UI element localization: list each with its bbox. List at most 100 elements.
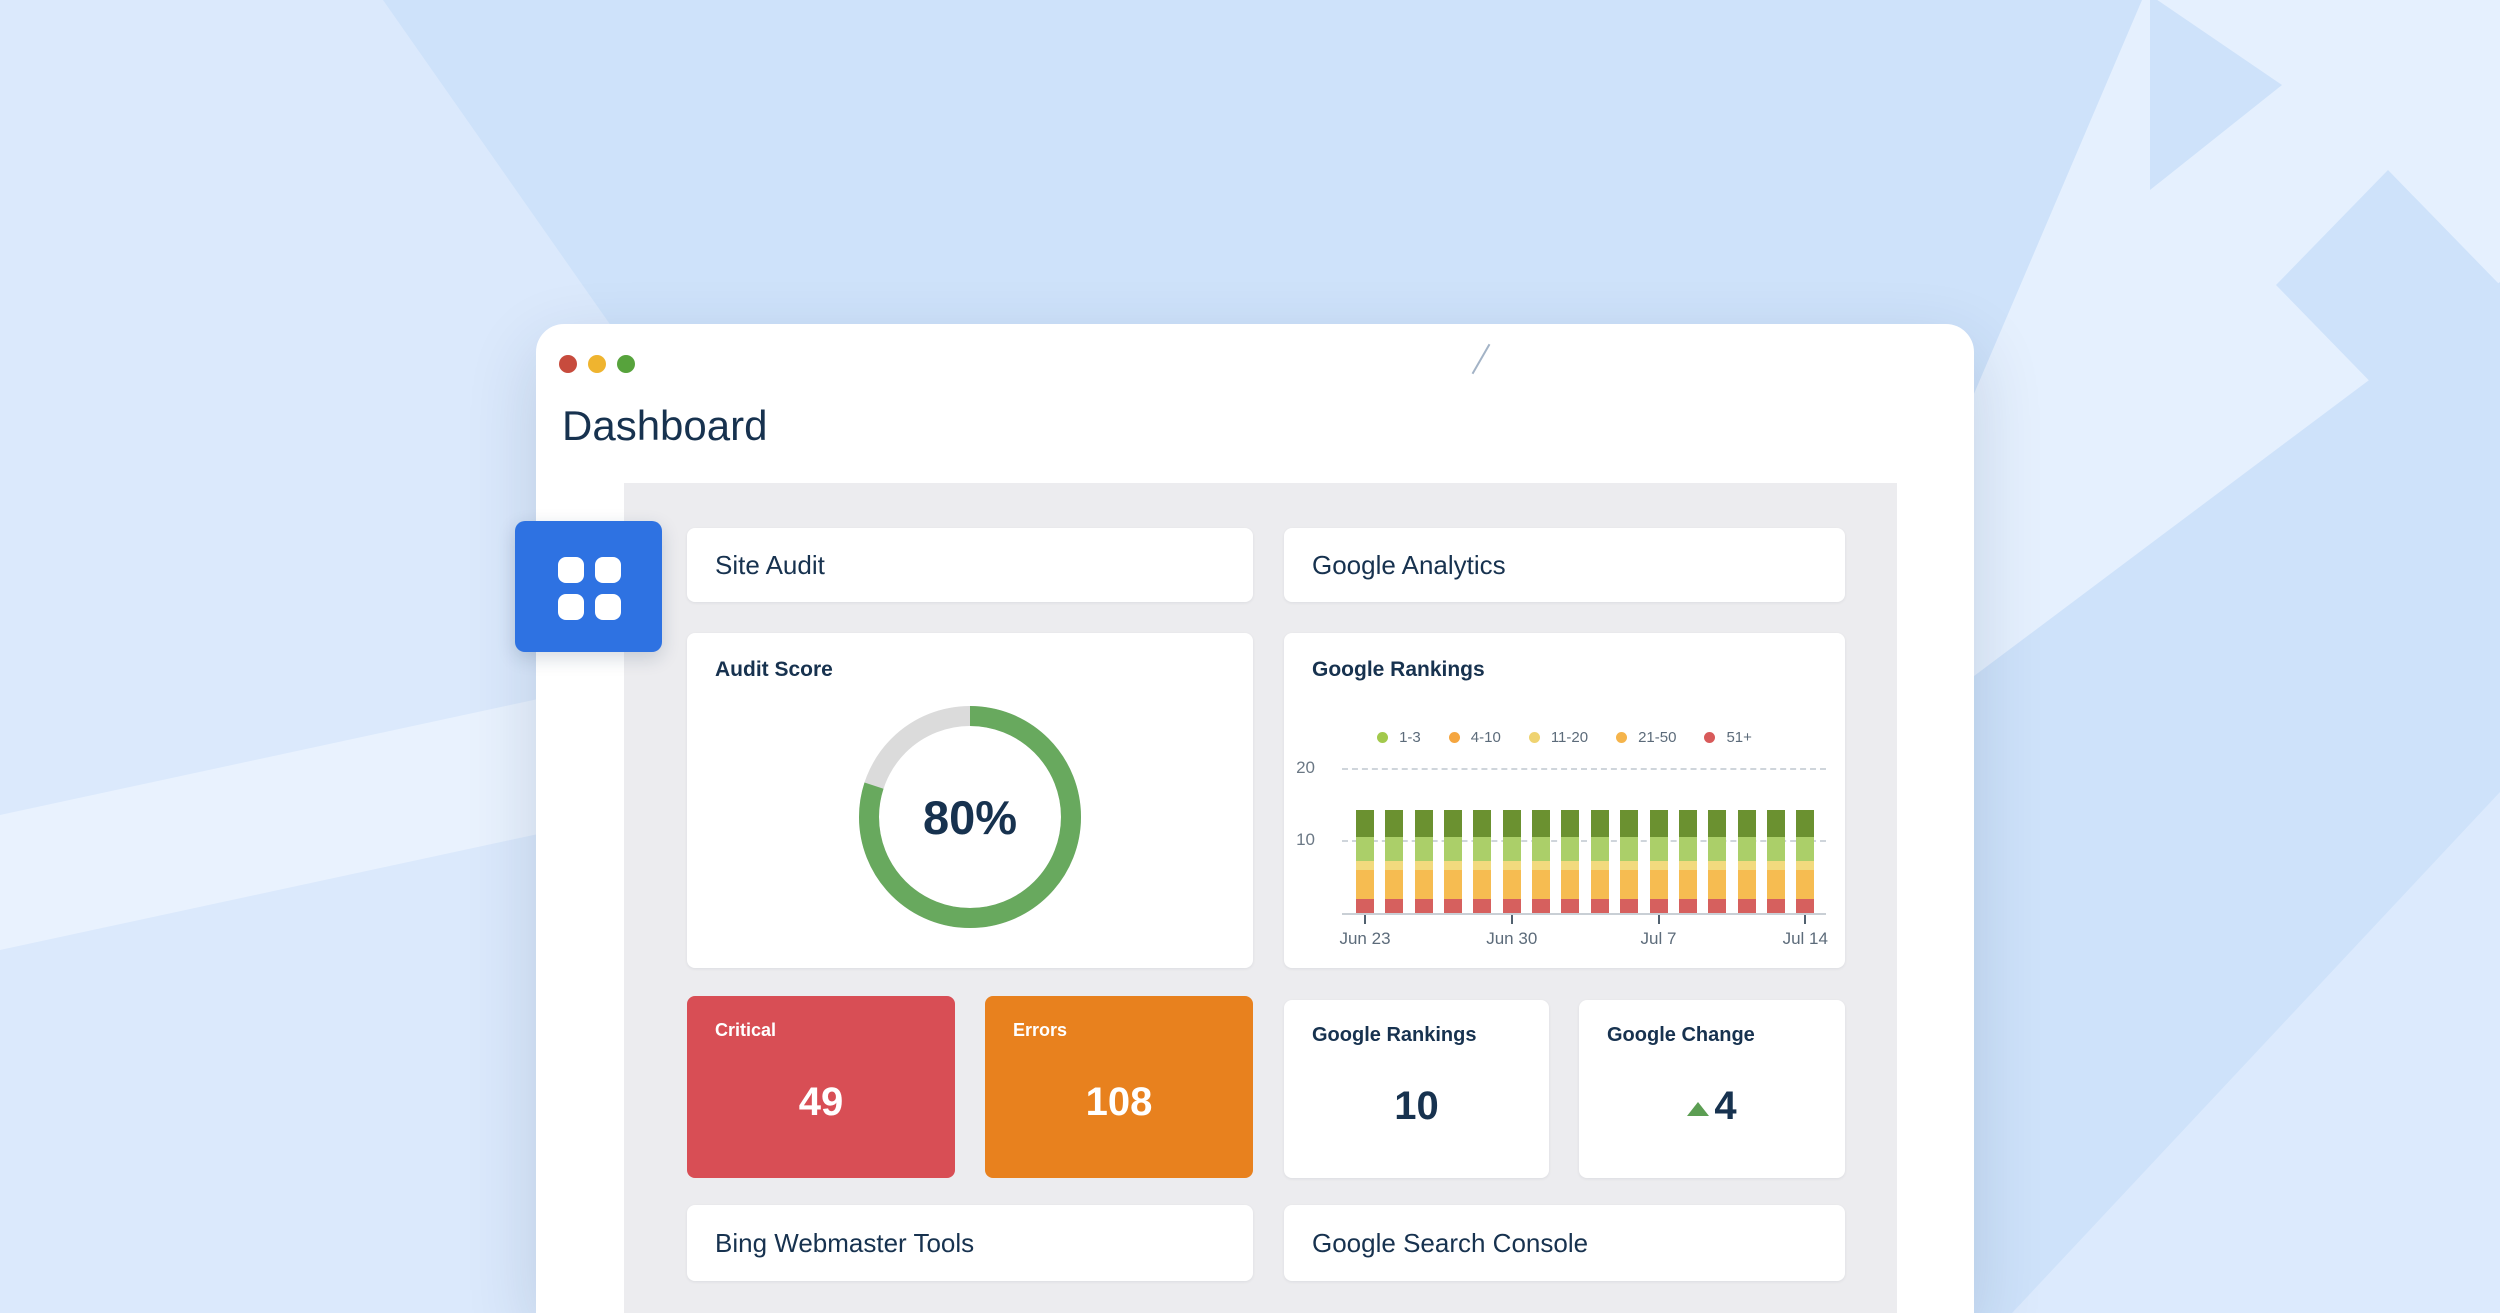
- legend-dot-icon: [1448, 732, 1460, 743]
- bar-segment-4-10: [1590, 837, 1609, 862]
- bing-webmaster-tools-label: Bing Webmaster Tools: [715, 1227, 975, 1258]
- bar-segment-21-50: [1444, 869, 1463, 899]
- bar-segment-4-10: [1649, 837, 1668, 862]
- bar-segment-11-20: [1385, 861, 1404, 870]
- bar-segment-1-3: [1414, 809, 1433, 838]
- bar-segment-1-3: [1473, 809, 1492, 838]
- bar-segment-21-50: [1473, 869, 1492, 899]
- bar-segment-4-10: [1796, 837, 1815, 862]
- audit-score-card[interactable]: Audit Score 80%: [687, 633, 1253, 968]
- legend-item-51+[interactable]: 51+: [1704, 729, 1752, 746]
- bar-segment-1-3: [1708, 809, 1727, 838]
- google-rankings-stat-card[interactable]: Google Rankings 10: [1284, 1000, 1549, 1178]
- bar-segment-1-3: [1796, 809, 1815, 838]
- bar-segment-21-50: [1502, 869, 1521, 899]
- legend-item-4-10[interactable]: 4-10: [1448, 729, 1501, 746]
- x-tick-label: Jul 14: [1782, 929, 1828, 948]
- bar-segment-4-10: [1561, 837, 1580, 862]
- bar-group: [1342, 633, 1826, 914]
- legend-dot-icon: [1528, 732, 1540, 743]
- bar-segment-51+: [1561, 898, 1580, 913]
- gridline-10: [1342, 840, 1826, 842]
- donut-chart-svg: [859, 706, 1081, 928]
- bing-webmaster-tools-section-card[interactable]: Bing Webmaster Tools: [687, 1205, 1253, 1281]
- bar-segment-11-20: [1532, 861, 1551, 870]
- bar-segment-51+: [1737, 898, 1756, 913]
- legend-dot-icon: [1377, 732, 1389, 743]
- bar-segment-4-10: [1385, 837, 1404, 862]
- window-controls: [559, 355, 639, 373]
- bar-segment-1-3: [1532, 809, 1551, 838]
- errors-stat-card[interactable]: Errors 108: [985, 996, 1253, 1178]
- bar-segment-51+: [1414, 898, 1433, 913]
- google-change-value: 4: [1579, 1084, 1845, 1128]
- rankings-chart-title: Google Rankings: [1312, 658, 1485, 681]
- bar-segment-21-50: [1737, 869, 1756, 899]
- grid-dot: [595, 557, 621, 583]
- bar-segment-51+: [1649, 898, 1668, 913]
- bar-segment-4-10: [1708, 837, 1727, 862]
- bar-segment-21-50: [1796, 869, 1815, 899]
- bar-chart-plot: 20 10 Jun 23 Jun 30 Jul 7 Jul 14: [1296, 633, 1828, 948]
- x-tick-mark: [1804, 915, 1807, 924]
- stacked-bar: [1620, 809, 1639, 913]
- audit-score-title: Audit Score: [715, 658, 833, 681]
- grid-dot: [558, 594, 584, 620]
- bar-segment-4-10: [1737, 837, 1756, 862]
- bar-segment-4-10: [1473, 837, 1492, 862]
- stacked-bar: [1444, 809, 1463, 913]
- site-audit-section-card[interactable]: Site Audit: [687, 528, 1253, 602]
- bar-segment-11-20: [1620, 861, 1639, 870]
- legend-label: 21-50: [1638, 729, 1677, 746]
- x-tick-label: Jul 7: [1640, 929, 1677, 948]
- bar-segment-11-20: [1414, 861, 1433, 870]
- bar-segment-1-3: [1590, 809, 1609, 838]
- page-title: Dashboard: [562, 402, 768, 449]
- bar-segment-1-3: [1385, 809, 1404, 838]
- bar-segment-4-10: [1414, 837, 1433, 862]
- bar-segment-1-3: [1444, 809, 1463, 838]
- bar-segment-1-3: [1649, 809, 1668, 838]
- bar-segment-1-3: [1766, 809, 1785, 838]
- legend-item-11-20[interactable]: 11-20: [1528, 729, 1588, 746]
- bar-segment-51+: [1766, 898, 1785, 913]
- google-change-number: 4: [1714, 1084, 1737, 1128]
- stacked-bar: [1532, 809, 1551, 913]
- bar-segment-4-10: [1766, 837, 1785, 862]
- bar-segment-51+: [1502, 898, 1521, 913]
- bar-segment-51+: [1356, 898, 1374, 913]
- bar-segment-11-20: [1737, 861, 1756, 870]
- google-rankings-label: Google Rankings: [1312, 1024, 1477, 1046]
- zoom-window-icon[interactable]: [617, 355, 635, 373]
- bar-segment-51+: [1590, 898, 1609, 913]
- legend-item-1-3[interactable]: 1-3: [1377, 729, 1421, 746]
- gridline-20: [1342, 768, 1826, 770]
- bar-segment-51+: [1708, 898, 1727, 913]
- audit-score-donut: 80%: [858, 705, 1082, 929]
- legend-item-21-50[interactable]: 21-50: [1616, 729, 1676, 746]
- y-tick-label-20: 20: [1296, 758, 1315, 777]
- minimize-window-icon[interactable]: [588, 355, 606, 373]
- google-rankings-chart-card[interactable]: Google Rankings 1-3 4-10 11-20 21-50 51+ 20 1…: [1284, 633, 1845, 968]
- arrow-up-icon: [1687, 1102, 1710, 1116]
- critical-stat-card[interactable]: Critical 49: [687, 996, 955, 1178]
- bar-segment-11-20: [1473, 861, 1492, 870]
- apps-grid-icon[interactable]: [515, 521, 662, 652]
- google-analytics-section-card[interactable]: Google Analytics: [1284, 528, 1845, 602]
- google-change-stat-card[interactable]: Google Change 4: [1579, 1000, 1845, 1178]
- stacked-bar: [1502, 809, 1521, 913]
- stacked-bar: [1708, 809, 1727, 913]
- bar-segment-21-50: [1414, 869, 1433, 899]
- google-search-console-section-card[interactable]: Google Search Console: [1284, 1205, 1845, 1281]
- bar-segment-51+: [1473, 898, 1492, 913]
- close-window-icon[interactable]: [559, 355, 577, 373]
- bar-segment-11-20: [1678, 861, 1697, 870]
- bar-segment-1-3: [1737, 809, 1756, 838]
- legend-label: 4-10: [1470, 729, 1501, 746]
- x-tick-label: Jun 30: [1486, 929, 1538, 948]
- bar-segment-51+: [1620, 898, 1639, 913]
- bar-segment-21-50: [1766, 869, 1785, 899]
- stacked-bar: [1590, 809, 1609, 913]
- browser-window: Dashboard Site Audit Google Analytics Au…: [515, 324, 1974, 1313]
- bar-segment-1-3: [1356, 809, 1374, 838]
